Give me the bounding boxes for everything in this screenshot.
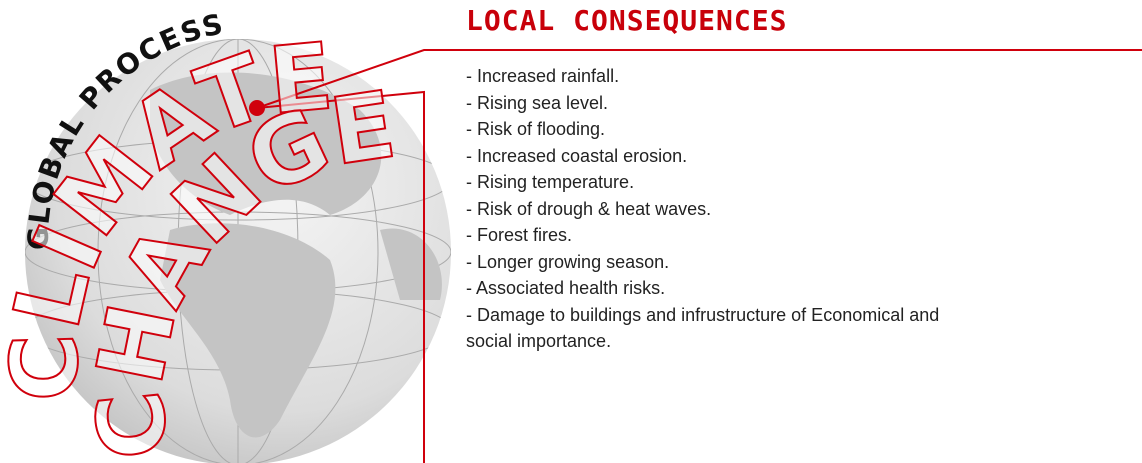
consequence-item: - Risk of drough & heat waves. (466, 198, 712, 219)
consequence-item: - Forest fires. (466, 225, 573, 245)
consequence-item: - Increased rainfall. (466, 66, 620, 86)
location-dot (249, 100, 265, 116)
section-title: LOCAL CONSEQUENCES (466, 4, 788, 37)
consequence-item: - Rising temperature. (466, 172, 635, 192)
connector-lines (256, 49, 1142, 463)
consequence-item: - Damage to buildings and infrustructure… (466, 304, 940, 352)
continents (150, 72, 442, 438)
consequence-item: - Rising sea level. (466, 92, 609, 113)
consequence-item: - Risk of flooding. (466, 119, 606, 139)
consequence-item: - Associated health risks. (466, 278, 666, 298)
consequence-item: - Increased coastal erosion. (466, 145, 688, 166)
consequence-item: - Longer growing season. (466, 251, 670, 272)
consequence-list: - Increased rainfall. - Rising sea level.… (466, 63, 986, 355)
